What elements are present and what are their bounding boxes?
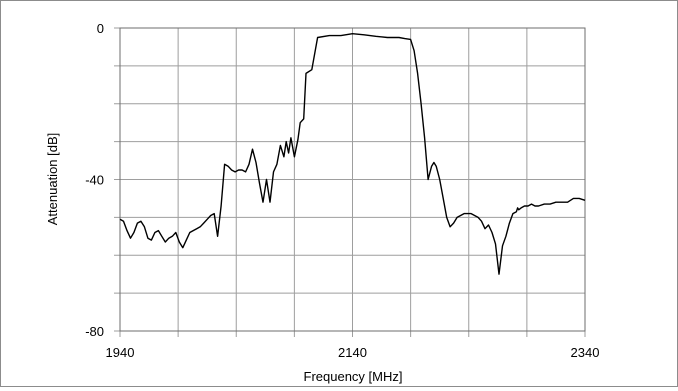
tick-labels: 1940 2140 2340 0 -40 -80 <box>85 21 599 360</box>
x-tick-label-0: 1940 <box>106 345 135 360</box>
y-tick-label-1: -40 <box>85 173 104 188</box>
grid-lines <box>114 27 586 337</box>
y-tick-label-0: 0 <box>97 21 104 36</box>
y-tick-label-2: -80 <box>85 324 104 339</box>
x-tick-label-2: 2340 <box>571 345 600 360</box>
x-tick-label-1: 2140 <box>338 345 367 360</box>
series-line <box>119 33 586 275</box>
plot-area <box>119 27 586 332</box>
y-axis-label: Attenuation [dB] <box>45 133 60 226</box>
x-axis-label: Frequency [MHz] <box>304 369 403 384</box>
